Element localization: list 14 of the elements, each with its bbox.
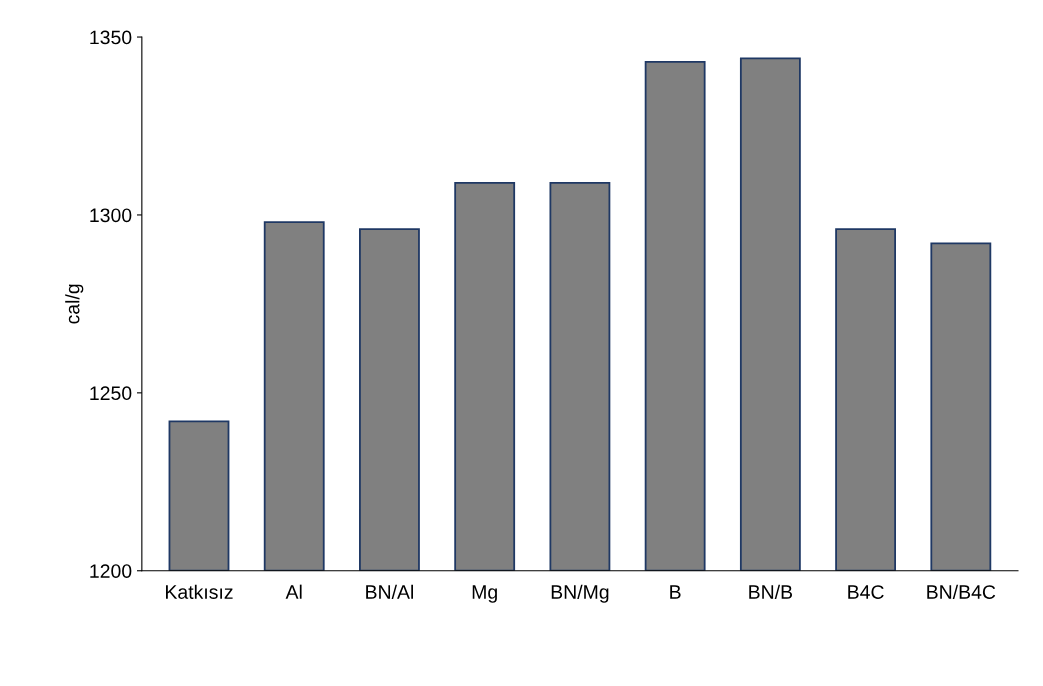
x-tick-label: Katkısız (166, 584, 233, 599)
x-tick-label: BN/Mg (551, 584, 609, 603)
x-tick-label: BN/Al (366, 584, 413, 599)
y-tick-label: 1200 (90, 564, 132, 578)
y-axis-title: cal/g (65, 284, 84, 324)
x-tick-label: B (670, 585, 681, 599)
x-tick-label: Mg (472, 585, 497, 603)
x-tick-label: Al (285, 584, 302, 599)
x-tick-label: BN/B4C (927, 584, 996, 599)
y-tick-label: 1350 (90, 30, 132, 45)
y-tick-label: 1250 (90, 386, 132, 401)
y-tick-label: 1300 (90, 208, 132, 223)
x-tick-label: B4C (848, 585, 884, 599)
x-tick-label: BN/B (749, 584, 793, 599)
